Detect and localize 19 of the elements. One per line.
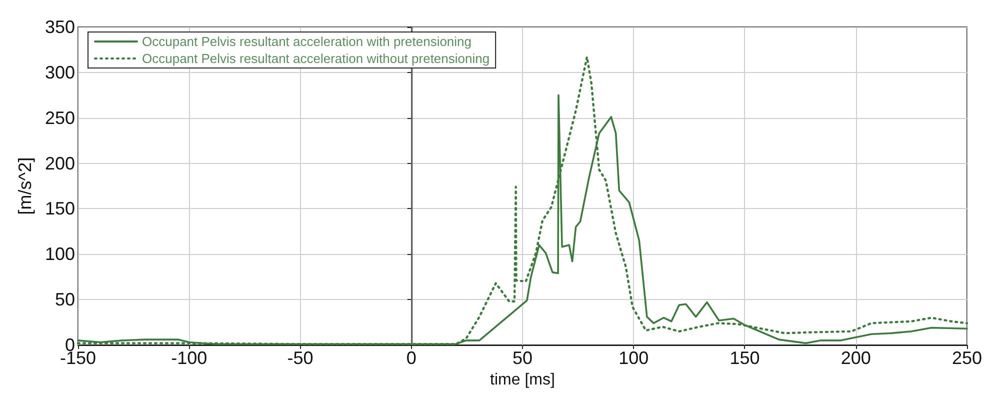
legend-label: Occupant Pelvis resultant acceleration without pretensioning xyxy=(142,51,490,66)
x-tick-label: 0 xyxy=(406,348,416,368)
y-tick-label: 300 xyxy=(44,62,75,82)
y-tick-label: 250 xyxy=(44,108,75,128)
y-tick-label: 150 xyxy=(44,198,75,219)
x-tick-label: 250 xyxy=(952,348,982,368)
x-tick-label: -100 xyxy=(171,348,208,368)
y-tick-label: 350 xyxy=(44,17,75,37)
y-axis-title: [m/s^2] xyxy=(15,157,35,215)
x-axis-title: time [ms] xyxy=(490,371,555,388)
x-tick-label: 50 xyxy=(512,348,533,368)
y-tick-label: 50 xyxy=(54,290,75,310)
x-tick-label: 150 xyxy=(730,348,760,368)
x-tick-label: -50 xyxy=(287,348,314,368)
y-tick-label: 100 xyxy=(44,244,75,264)
y-tick-label: 200 xyxy=(44,153,75,174)
legend-label: Occupant Pelvis resultant acceleration with pretensioning xyxy=(142,34,472,49)
x-tick-label: 200 xyxy=(840,348,871,368)
x-tick-label: 100 xyxy=(618,348,649,368)
